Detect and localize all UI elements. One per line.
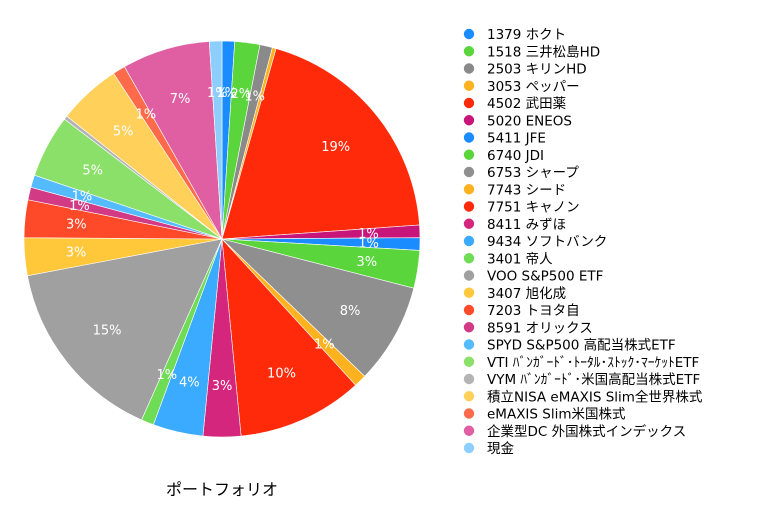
legend-swatch [463,80,475,91]
legend-swatch [463,253,475,264]
legend-swatch [463,287,475,298]
legend-swatch [463,339,475,350]
legend-item-label: 8411 みずほ [487,217,566,233]
legend-swatch [463,166,475,178]
legend-item-label: 6753 シャープ [487,165,579,181]
slice-percent-label: 19% [321,140,350,155]
slice-percent-label: 10% [267,366,296,381]
slice-percent-label: 1% [207,86,228,101]
legend-item-label: 2503 キリンHD [487,62,587,78]
slice-percent-label: 3% [212,379,233,394]
pie-slice [220,238,415,377]
slice-percent-label: 5% [82,164,103,179]
legend-item-label: eMAXIS Slim米国株式 [487,407,626,423]
legend-swatch [463,373,475,385]
slice-percent-label: 1% [358,227,379,242]
legend-item-label: 1518 三井松島HD [487,44,600,60]
pie-slices [23,40,421,438]
slice-percent-label: 7% [170,92,191,107]
legend-item-label: VYM ﾊﾞﾝｶﾞｰﾄﾞ･米国高配当株式ETF [487,371,700,388]
legend-swatch [463,132,475,143]
pie-slice [221,238,356,437]
legend-item-label: 5020 ENEOS [487,113,572,129]
slice-percent-label: 4% [179,375,200,390]
legend-item-label: 7743 シード [487,182,566,198]
legend-swatch [463,115,475,126]
slice-percent-label: 15% [93,323,122,338]
legend-item-label: 6740 JDI [487,148,544,164]
legend-swatch [463,201,475,212]
legend-item-label: 9434 ソフトバンク [487,234,607,250]
legend-item-label: 8591 オリックス [487,320,593,336]
legend-swatch [463,46,475,57]
pie-slice [27,238,223,421]
legend-item-label: 1379 ホクト [487,27,566,43]
legend-swatch [463,235,475,247]
legend-item-label: 7203 トヨタ自 [487,303,580,319]
legend-swatch [463,356,475,367]
legend-item-label: 7751 キャノン [487,200,580,216]
legend-item-label: 積立NISA eMAXIS Slim全世界株式 [487,388,703,405]
slice-percent-label: 8% [340,304,361,319]
slice-percent-label: 1% [358,236,379,251]
legend-item-label: 企業型DC 外国株式インデックス [487,423,686,440]
legend-swatch [463,270,475,281]
slice-percent-label: 1% [72,190,93,205]
slice-percent-label: 1% [244,90,265,105]
legend-swatch [463,28,475,40]
slice-percent-label: 3% [66,246,87,261]
legend-item-label: 3401 帝人 [487,251,553,267]
legend-item-label: 現金 [487,441,515,457]
slice-percent-label: 1% [69,199,90,214]
slice-percent-label: 2% [230,87,251,102]
chart-caption: ポートフォリオ [166,480,278,499]
legend-swatch [463,97,475,109]
legend-swatch [463,184,475,195]
legend-item-label: VTI ﾊﾞﾝｶﾞｰﾄﾞ･ﾄｰﾀﾙ･ｽﾄｯｸ･ﾏｰｹｯﾄETF [487,355,699,371]
slice-percent-label: 3% [356,255,377,270]
legend-item-label: 3053 ペッパー [487,79,580,95]
legend-swatch [463,304,475,316]
slice-percent-label: 1% [156,368,177,383]
slice-percent-label: 5% [113,124,134,139]
legend-swatch [463,391,475,402]
legend-swatch [463,322,475,333]
legend-item-label: 5411 JFE [487,131,546,147]
legend-swatch [463,218,475,229]
pie-slice-labels: 1%2%1%19%1%1%3%8%1%10%3%4%1%15%3%3%1%1%5… [66,86,379,394]
legend-item-label: VOO S&P500 ETF [487,269,603,285]
legend-item-label: SPYD S&P500 高配当株式ETF [487,337,676,354]
slice-percent-label: 1% [314,337,335,352]
slice-percent-label: 1% [135,107,156,122]
legend-swatch [463,425,475,436]
slice-percent-label: 3% [66,217,87,232]
legend-swatch [463,63,475,74]
slice-percent-label: 1% [216,86,237,101]
pie-slice [221,48,420,240]
pie-slice [208,40,223,240]
legend-item-label: 4502 武田薬 [487,96,566,112]
legend-swatch [463,149,475,160]
legend-item-label: 3407 旭化成 [487,286,566,302]
legend-swatch [463,408,475,419]
legend-swatch [463,442,475,454]
